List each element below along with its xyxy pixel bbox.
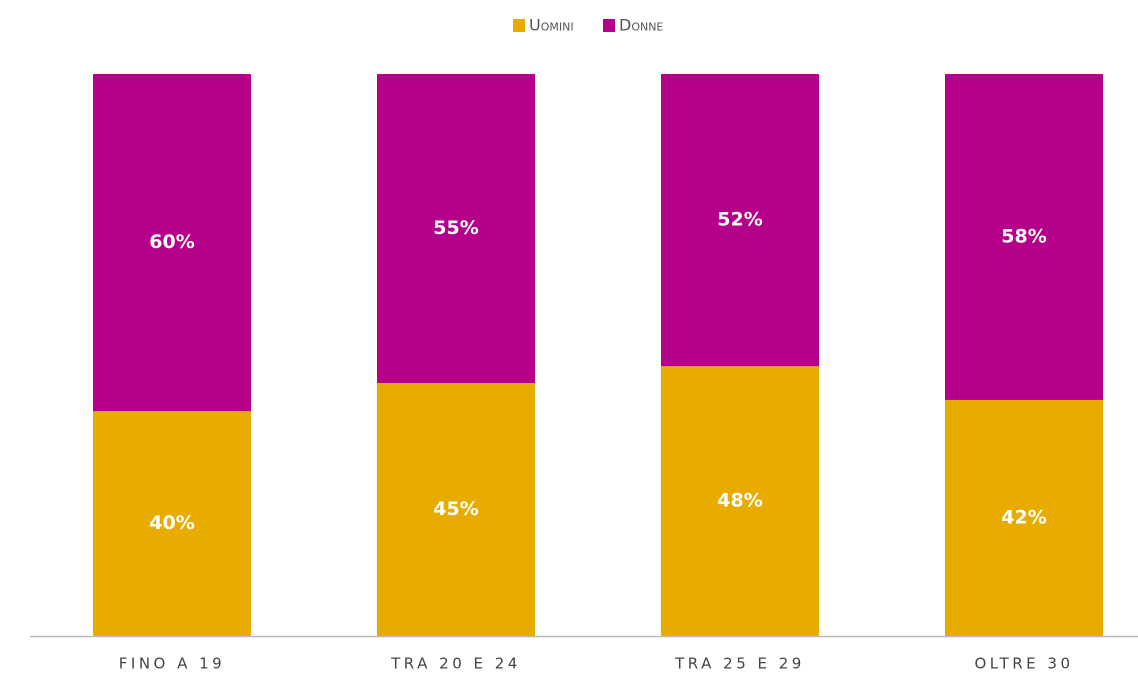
data-label: 42% <box>1001 506 1046 528</box>
x-tick-label: OLTRE 30 <box>974 655 1073 673</box>
bar-segment <box>661 366 819 636</box>
x-tick-label: FINO A 19 <box>119 655 225 673</box>
x-tick-label: TRA 25 E 29 <box>674 655 805 673</box>
bar-segment <box>661 74 819 367</box>
legend-label: Donne <box>619 16 663 35</box>
data-label: 52% <box>717 209 762 231</box>
bar-segment <box>377 383 535 636</box>
data-label: 45% <box>433 498 478 520</box>
x-tick-label: TRA 20 E 24 <box>390 655 521 673</box>
bar-segment <box>945 74 1103 400</box>
legend-label: Uomini <box>529 16 574 35</box>
legend-swatch <box>513 19 525 32</box>
bar-segment <box>945 399 1103 636</box>
data-label: 48% <box>717 490 762 512</box>
bar-segment <box>93 411 251 636</box>
bar-segment <box>377 74 535 384</box>
data-label: 58% <box>1001 225 1046 247</box>
data-label: 40% <box>149 512 194 534</box>
legend-swatch <box>603 19 615 32</box>
bar-segment <box>93 74 251 412</box>
data-label: 55% <box>433 217 478 239</box>
data-label: 60% <box>149 231 194 253</box>
